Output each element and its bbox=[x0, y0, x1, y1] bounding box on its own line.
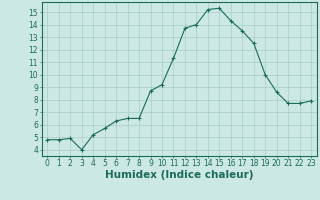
X-axis label: Humidex (Indice chaleur): Humidex (Indice chaleur) bbox=[105, 170, 253, 180]
